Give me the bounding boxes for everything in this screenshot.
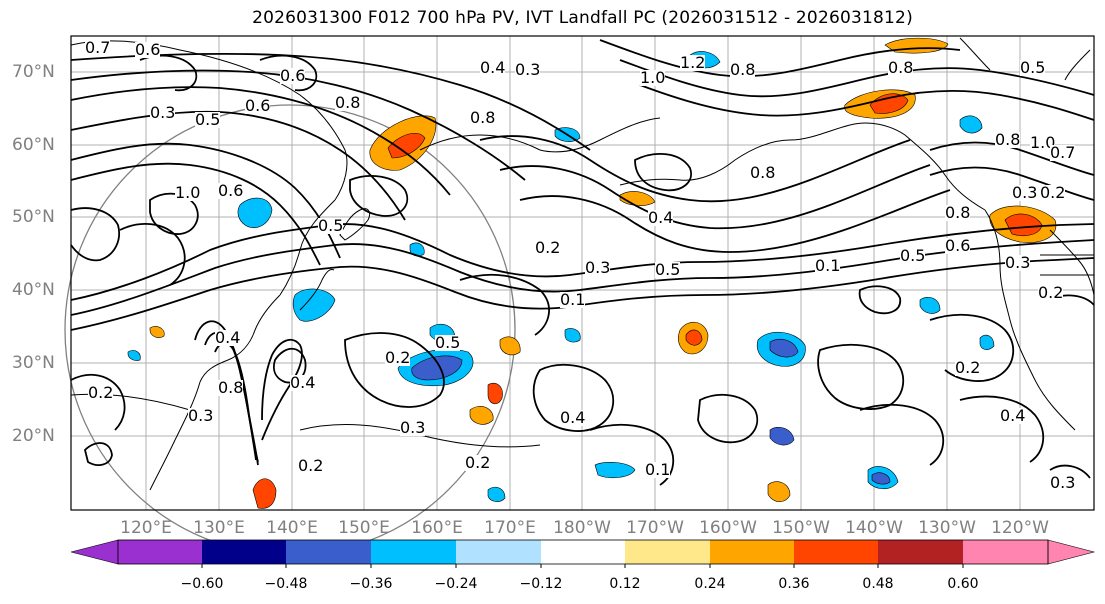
lat-label: 70°N: [12, 62, 55, 82]
contour-label: 1.0: [1030, 133, 1056, 152]
lat-label: 20°N: [12, 426, 55, 446]
lon-label: 130°W: [918, 518, 976, 538]
contour-label: 0.3: [1050, 473, 1076, 492]
contour-label: 0.1: [645, 460, 671, 479]
colorbar: [70, 539, 1096, 568]
colorbar-tick-label: −0.48: [264, 576, 308, 592]
contour-label: 0.3: [1012, 183, 1038, 202]
colorbar-tick-label: 0.60: [947, 576, 979, 592]
contour-label: 0.2: [1040, 183, 1066, 202]
contour-label: 1.0: [175, 183, 201, 202]
lon-label: 170°E: [484, 518, 536, 538]
colorbar-tick-label: −0.36: [349, 576, 393, 592]
contour-label: 0.8: [945, 203, 971, 222]
lon-label: 160°E: [411, 518, 463, 538]
map-title: 2026031300 F012 700 hPa PV, IVT Landfall…: [252, 8, 913, 28]
contour-label: 0.6: [280, 66, 306, 85]
colorbar-tick-label: 0.24: [694, 576, 726, 592]
contour-label: 0.8: [218, 378, 244, 397]
contour-label: 0.6: [945, 236, 971, 255]
contour-label: 0.5: [435, 333, 461, 352]
lon-label: 160°W: [699, 518, 757, 538]
colorbar-tick-label: 0.48: [862, 576, 894, 592]
contour-label: 0.4: [290, 373, 316, 392]
contour-label: 0.4: [480, 58, 506, 77]
lon-label: 140°E: [266, 518, 318, 538]
contour-label: 0.3: [188, 406, 214, 425]
contour-label: 0.1: [560, 290, 586, 309]
lon-label: 130°E: [193, 518, 245, 538]
contour-label: 0.8: [470, 108, 496, 127]
lon-label: 180°W: [553, 518, 611, 538]
contour-label: 0.3: [150, 103, 176, 122]
contour-label: 0.8: [750, 163, 776, 182]
contour-label: 0.4: [215, 328, 241, 347]
contour-label: 0.2: [385, 348, 411, 367]
lat-label: 40°N: [12, 280, 55, 300]
contour-label: 0.8: [730, 60, 756, 79]
contour-label: 0.7: [85, 38, 111, 57]
colorbar-tick-label: −0.12: [519, 576, 563, 592]
contour-label: 0.2: [88, 383, 114, 402]
contour-label: 0.2: [1038, 283, 1064, 302]
contour-label: 0.2: [298, 456, 324, 475]
lon-label: 120°E: [120, 518, 172, 538]
contour-label: 0.4: [648, 208, 674, 227]
lat-label: 50°N: [12, 207, 55, 227]
lon-label: 140°W: [845, 518, 903, 538]
lon-label: 150°E: [338, 518, 390, 538]
contour-label: 0.5: [655, 260, 681, 279]
contour-label: 0.3: [1005, 253, 1031, 272]
contour-label: 0.8: [888, 58, 914, 77]
colorbar-tick-label: 0.12: [609, 576, 641, 592]
contour-label: 0.5: [1020, 58, 1046, 77]
contour-label: 0.1: [815, 256, 841, 275]
contour-label: 0.2: [465, 453, 491, 472]
contour-label: 1.2: [680, 53, 706, 72]
contour-label: 0.2: [955, 358, 981, 377]
contour-label: 0.6: [218, 181, 244, 200]
lat-label: 30°N: [12, 353, 55, 373]
colorbar-tick-label: −0.24: [434, 576, 478, 592]
contour-label: 0.8: [335, 93, 361, 112]
lon-label: 150°W: [772, 518, 830, 538]
contour-label: 0.6: [135, 40, 161, 59]
contour-label: 0.3: [400, 418, 426, 437]
colorbar-tick-label: 0.36: [778, 576, 810, 592]
contour-label: 0.3: [585, 258, 611, 277]
contour-label: 0.5: [900, 246, 926, 265]
coastlines: [70, 37, 1095, 491]
map-frame: [70, 35, 1095, 511]
contour-label: 0.5: [195, 110, 221, 129]
lon-label: 170°W: [626, 518, 684, 538]
contour-label: 0.4: [1000, 406, 1026, 425]
contour-label: 0.2: [535, 238, 561, 257]
contour-label: 0.6: [245, 96, 271, 115]
colorbar-tick-label: −0.60: [180, 576, 224, 592]
contour-label: 0.5: [318, 216, 344, 235]
contour-label: 0.4: [560, 408, 586, 427]
lat-label: 60°N: [12, 135, 55, 155]
contour-label: 0.8: [995, 130, 1021, 149]
contour-label: 0.7: [1050, 143, 1076, 162]
contour-label: 1.0: [640, 68, 666, 87]
lon-label: 120°W: [991, 518, 1049, 538]
contour-label: 0.3: [515, 60, 541, 79]
